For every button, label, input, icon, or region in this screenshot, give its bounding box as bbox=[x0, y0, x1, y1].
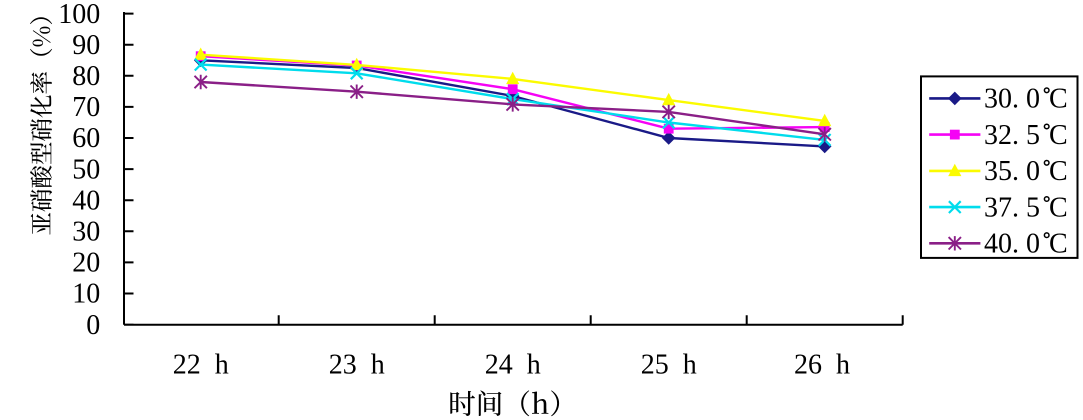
svg-text:C: C bbox=[1049, 120, 1068, 151]
svg-text:90: 90 bbox=[72, 30, 100, 61]
svg-text:C: C bbox=[1049, 84, 1068, 115]
svg-text:24 h: 24 h bbox=[485, 350, 541, 381]
svg-text:60: 60 bbox=[72, 123, 100, 154]
svg-text:26 h: 26 h bbox=[794, 350, 850, 381]
svg-text:30: 30 bbox=[72, 217, 100, 248]
svg-text:10: 10 bbox=[72, 279, 100, 310]
svg-text:40: 40 bbox=[72, 185, 100, 216]
svg-text:80: 80 bbox=[72, 61, 100, 92]
svg-text:0: 0 bbox=[86, 310, 100, 341]
svg-text:37. 5: 37. 5 bbox=[984, 192, 1040, 223]
svg-text:50: 50 bbox=[72, 154, 100, 185]
svg-text:100: 100 bbox=[58, 0, 100, 30]
svg-text:22 h: 22 h bbox=[173, 350, 229, 381]
svg-text:23 h: 23 h bbox=[329, 350, 385, 381]
svg-text:30. 0: 30. 0 bbox=[984, 84, 1040, 115]
svg-text:35. 0: 35. 0 bbox=[984, 156, 1040, 187]
svg-text:25 h: 25 h bbox=[641, 350, 697, 381]
svg-text:C: C bbox=[1049, 156, 1068, 187]
svg-text:32. 5: 32. 5 bbox=[984, 120, 1040, 151]
svg-text:C: C bbox=[1049, 229, 1068, 260]
svg-text:C: C bbox=[1049, 192, 1068, 223]
svg-text:40. 0: 40. 0 bbox=[984, 229, 1040, 260]
svg-text:20: 20 bbox=[72, 248, 100, 279]
svg-text:70: 70 bbox=[72, 92, 100, 123]
